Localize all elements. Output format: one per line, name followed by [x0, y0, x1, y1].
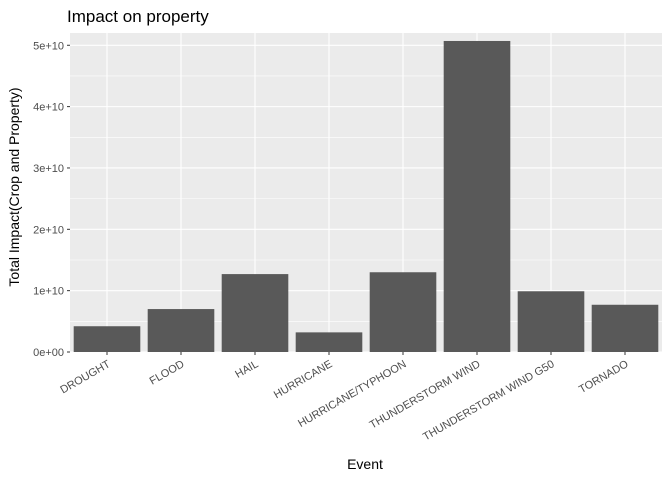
bar	[73, 326, 141, 352]
bar	[517, 291, 585, 352]
grid-major	[70, 33, 662, 353]
y-tick-label: 3e+10	[33, 163, 64, 175]
y-tick-label: 2e+10	[33, 224, 64, 236]
y-axis-title: Total Impact(Crop and Property)	[6, 87, 22, 286]
bar	[221, 274, 289, 352]
x-tick-label: DROUGHT	[58, 358, 112, 396]
x-tick-label: THUNDERSTORM WIND G50	[421, 358, 556, 443]
bar	[295, 332, 363, 352]
bar	[591, 304, 659, 352]
x-tick-label: HURRICANE	[272, 358, 335, 401]
x-tick-label: FLOOD	[148, 358, 187, 387]
chart-title: Impact on property	[67, 7, 209, 26]
y-axis: 0e+00 1e+10 2e+10 3e+10 4e+10 5e+10	[33, 40, 70, 359]
y-tick-label: 4e+10	[33, 102, 64, 114]
bar	[147, 309, 215, 352]
x-tick-label: TORNADO	[577, 358, 631, 396]
x-axis: DROUGHT FLOOD HAIL HURRICANEHURRICANE/TYPHO…	[58, 352, 631, 443]
y-tick-label: 1e+10	[33, 286, 64, 298]
x-axis-title: Event	[347, 456, 383, 472]
y-tick-label: 0e+00	[33, 347, 64, 359]
y-tick-label: 5e+10	[33, 40, 64, 52]
x-tick-label: HAIL	[233, 358, 260, 381]
bars	[73, 40, 659, 352]
bar	[443, 40, 511, 352]
bar	[369, 272, 437, 352]
